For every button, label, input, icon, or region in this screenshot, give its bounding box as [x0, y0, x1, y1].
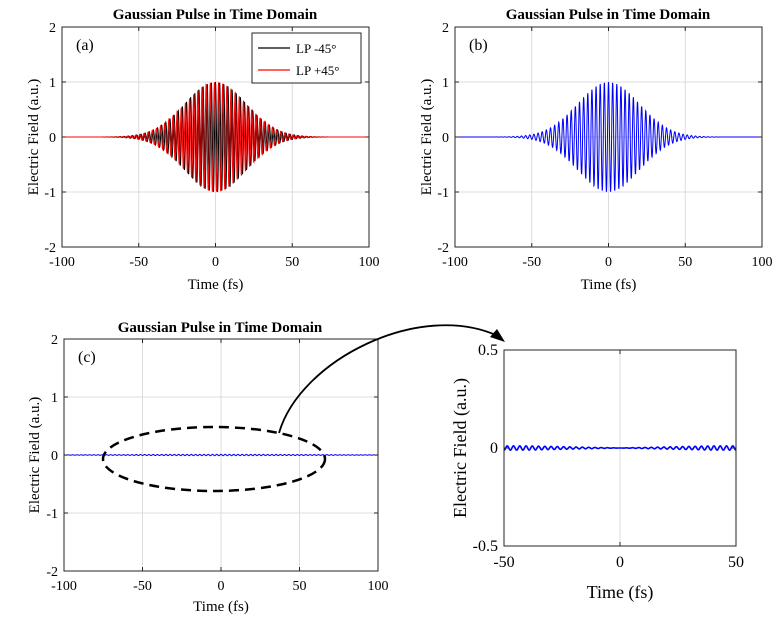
x-axis-label-c: Time (fs)	[193, 599, 249, 615]
y-tick-label: 1	[49, 76, 56, 91]
chart-b: -100 -50 0 50 100 -2 -1 0 1 2 Gaussian Pulse in Ti…	[419, 7, 773, 293]
x-tick-label: 50	[293, 579, 307, 594]
x-tick-label: 0	[605, 255, 612, 270]
legend-a: LP -45° LP +45°	[251, 32, 362, 84]
panel-label-b: (b)	[469, 37, 488, 54]
y-tick-label: -2	[46, 565, 58, 580]
chart-c: -100 -50 0 50 100 -2 -1 0 1 2 Gaussian Pulse in Ti…	[27, 320, 389, 615]
x-tick-label: 0	[212, 255, 219, 270]
x-tick-label: -50	[133, 579, 152, 594]
x-tick-label: -100	[49, 255, 75, 270]
y-tick-label: 2	[51, 333, 58, 348]
series-line-b-0	[455, 81, 762, 192]
x-tick-label: 50	[678, 255, 692, 270]
y-tick-label: 2	[49, 21, 56, 36]
legend-box	[251, 32, 362, 84]
chart-a: -100 -50 0 50 100 -2 -1 0 1 2 Gaussian Pulse in Ti…	[26, 7, 380, 293]
y-tick-label: -1	[437, 186, 449, 201]
y-tick-label: 0	[442, 131, 449, 146]
series-line-a-1	[62, 82, 369, 192]
y-tick-label: -1	[46, 507, 58, 522]
x-axis-label-b: Time (fs)	[581, 277, 637, 293]
panel-label-a: (a)	[76, 37, 94, 54]
y-tick-label: -1	[44, 186, 56, 201]
x-tick-label: 50	[728, 554, 744, 571]
y-tick-label: 1	[442, 76, 449, 91]
series-line-c-0	[64, 453, 378, 457]
y-tick-label: -2	[437, 241, 449, 256]
y-axis-label-b: Electric Field (a.u.)	[419, 79, 435, 196]
chart-title-b: Gaussian Pulse in Time Domain	[506, 7, 711, 23]
zoom-arrow-head	[490, 329, 505, 342]
y-tick-label: -2	[44, 241, 56, 256]
x-tick-label: 0	[218, 579, 225, 594]
legend-entry: LP -45°	[296, 41, 336, 56]
x-axis-label-a: Time (fs)	[188, 277, 244, 293]
chart-title-a: Gaussian Pulse in Time Domain	[113, 7, 318, 23]
x-tick-label: 100	[359, 255, 380, 270]
zoom-arrow-curve	[278, 324, 499, 434]
x-tick-label: -50	[493, 554, 514, 571]
y-tick-label: 1	[51, 391, 58, 406]
y-tick-label: 0	[490, 440, 498, 457]
y-tick-label: 0	[49, 131, 56, 146]
y-axis-label-c_zoom: Electric Field (a.u.)	[450, 378, 471, 518]
legend-entry: LP +45°	[296, 63, 339, 78]
zoom-annotation	[101, 324, 505, 493]
x-tick-label: -100	[51, 579, 77, 594]
y-tick-label: -0.5	[473, 538, 498, 555]
x-tick-label: 100	[368, 579, 389, 594]
x-tick-label: 100	[752, 255, 773, 270]
y-tick-label: 0	[51, 449, 58, 464]
y-tick-label: 2	[442, 21, 449, 36]
series-line-c_zoom-0	[503, 445, 737, 451]
y-tick-label: 0.5	[478, 342, 498, 359]
x-tick-label: 50	[285, 255, 299, 270]
x-tick-label: -100	[442, 255, 468, 270]
y-axis-label-c: Electric Field (a.u.)	[27, 397, 43, 514]
zoom-region-ellipse	[101, 425, 327, 493]
x-tick-label: 0	[616, 554, 624, 571]
x-axis-label-c_zoom: Time (fs)	[587, 582, 654, 603]
panel-label-c: (c)	[78, 349, 96, 366]
x-tick-label: -50	[129, 255, 148, 270]
y-axis-label-a: Electric Field (a.u.)	[26, 79, 42, 196]
chart-c_zoom: -50 0 50 -0.5 0 0.5 Time (fs) Electric Field (a…	[450, 342, 744, 603]
chart-title-c: Gaussian Pulse in Time Domain	[118, 320, 323, 336]
x-tick-label: -50	[522, 255, 541, 270]
